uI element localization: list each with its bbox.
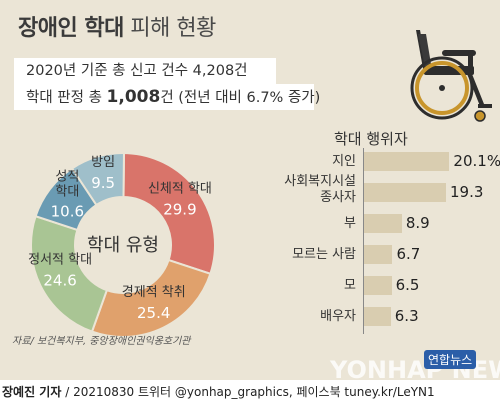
- summary-prefix: 학대 판정 총: [26, 90, 107, 106]
- bar-chart: 지인 20.1% 사회복지시설 종사자 19.3 부 8.9 모르는 사람 6.7 모 6.5 배우자…: [284, 152, 500, 326]
- bar-value-1: 20.1%: [453, 152, 500, 170]
- credit-rest: / 20210830 트위터 @yonhap_graphics, 페이스북 tu…: [61, 385, 435, 399]
- bar-value-4: 6.7: [396, 245, 421, 263]
- source-text: 자료/ 보건복지부, 중앙장애인권익옹호기관: [12, 336, 191, 347]
- donut-slice-label-1: 신체적 학대: [148, 181, 212, 196]
- bar-chart-axis: [363, 148, 364, 334]
- donut-slice-label-5: 방임: [91, 155, 115, 170]
- bar-label-5: 모: [344, 278, 356, 293]
- bar-label-1: 지인: [332, 154, 356, 169]
- page-title: 장애인 학대 피해 현황: [18, 10, 216, 42]
- summary-suffix: 건 (전년 대비 6.7% 증가): [160, 90, 321, 106]
- bar-4: [364, 245, 393, 264]
- bar-chart-title: 학대 행위자: [334, 130, 408, 148]
- bar-label-2: 사회복지시설 종사자: [284, 174, 356, 205]
- brand-logo: 연합뉴스: [424, 350, 477, 369]
- credit-reporter: 장예진 기자: [2, 385, 62, 399]
- bar-5: [364, 276, 392, 295]
- bar-3: [364, 214, 402, 233]
- bar-label-3: 부: [344, 216, 356, 231]
- donut-slice-value-4: 10.6: [51, 203, 84, 221]
- summary-text-1: 2020년 기준 총 신고 건수 4,208건: [26, 63, 248, 79]
- bar-label-4: 모르는 사람: [292, 247, 356, 262]
- title-main: 장애인 학대: [18, 16, 124, 41]
- bar-value-2: 19.3: [450, 183, 484, 201]
- bar-2: [364, 183, 447, 202]
- bar-value-6: 6.3: [394, 307, 419, 325]
- summary-line-1: 2020년 기준 총 신고 건수 4,208건: [14, 58, 276, 84]
- donut-slice-label-4: 성적 학대: [55, 170, 79, 200]
- donut-slice-value-5: 9.5: [91, 174, 115, 192]
- credit-line: 장예진 기자 / 20210830 트위터 @yonhap_graphics, …: [2, 383, 435, 400]
- donut-labels: 신체적 학대 29.9 경제적 착취 25.4 정서적 학대 24.6 성적 학대 10.6 방임…: [28, 155, 212, 322]
- donut-slice-label-2: 경제적 착취: [122, 285, 186, 300]
- summary-number: 1,008: [106, 87, 161, 107]
- donut-slice-value-1: 29.9: [163, 200, 196, 218]
- title-rest: 피해 현황: [130, 16, 216, 41]
- bar-value-5: 6.5: [395, 276, 420, 294]
- wheelchair-icon: [410, 30, 492, 122]
- donut-chart: 학대 유형 신체적 학대 29.9 경제적 착취 25.4 정서적 학대 24.6 성적 학대…: [28, 151, 216, 338]
- bar-6: [364, 307, 391, 326]
- donut-center-title: 학대 유형: [87, 235, 159, 256]
- donut-slice-value-3: 24.6: [43, 272, 76, 290]
- bar-value-3: 8.9: [405, 214, 430, 232]
- bar-label-6: 배우자: [320, 309, 356, 324]
- donut-slice-value-2: 25.4: [137, 304, 170, 322]
- donut-slice-label-3: 정서적 학대: [28, 253, 92, 268]
- summary-line-2: 학대 판정 총 1,008건 (전년 대비 6.7% 증가): [14, 84, 320, 110]
- donut-hole: [75, 197, 171, 293]
- bar-1: [364, 152, 450, 171]
